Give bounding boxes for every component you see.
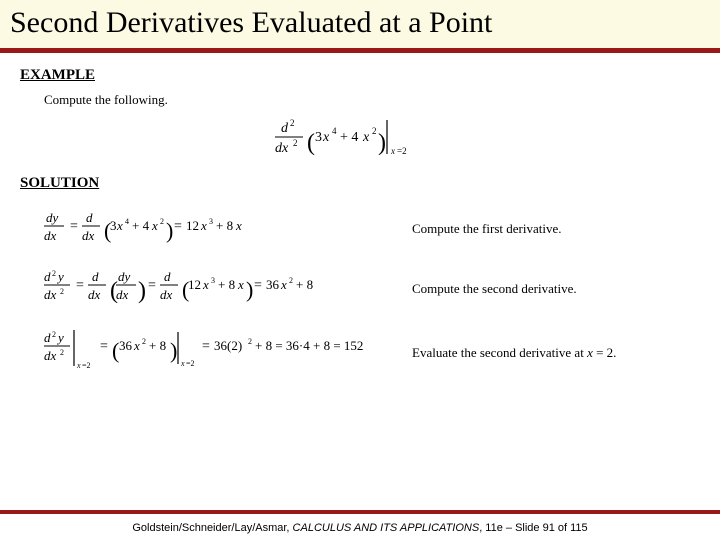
svg-text:36(2): 36(2) xyxy=(214,338,242,353)
svg-text:=2: =2 xyxy=(186,359,195,368)
page-title: Second Derivatives Evaluated at a Point xyxy=(10,6,710,40)
svg-text:2: 2 xyxy=(60,287,64,296)
svg-text:x: x xyxy=(151,218,158,233)
svg-text:=2: =2 xyxy=(82,361,91,370)
svg-text:2: 2 xyxy=(293,138,298,148)
svg-text:dx: dx xyxy=(44,228,57,243)
svg-text:=: = xyxy=(174,219,182,234)
svg-text:d: d xyxy=(44,330,51,345)
svg-text:dy: dy xyxy=(118,269,131,284)
problem-expression: d2 dx2 ( 3 x4 + 4 x2 ) x=2 xyxy=(20,114,700,165)
svg-text:12: 12 xyxy=(186,218,199,233)
footer-authors: Goldstein/Schneider/Lay/Asmar, xyxy=(132,522,292,534)
svg-text:y: y xyxy=(56,330,64,345)
step-3-math: d2y dx2 x=2 = ( 36x2 + 8 ) x=2 = 36(2)2 … xyxy=(44,326,404,379)
svg-text:=2: =2 xyxy=(397,146,407,156)
svg-text:): ) xyxy=(166,218,173,243)
svg-text:4: 4 xyxy=(125,217,129,226)
svg-text:=: = xyxy=(254,278,262,293)
svg-text:2: 2 xyxy=(248,337,252,346)
step-2-caption: Compute the second derivative. xyxy=(404,281,577,297)
solution-heading: SOLUTION xyxy=(20,175,700,192)
svg-text:x: x xyxy=(202,277,209,292)
svg-text:d: d xyxy=(164,269,171,284)
svg-text:3: 3 xyxy=(209,217,213,226)
svg-text:x: x xyxy=(180,359,185,368)
svg-text:dx: dx xyxy=(275,141,289,156)
svg-text:+ 8: + 8 xyxy=(296,277,313,292)
svg-text:): ) xyxy=(170,338,177,363)
content-area: EXAMPLE Compute the following. d2 dx2 ( … xyxy=(0,53,720,379)
footer-rule xyxy=(0,510,720,514)
svg-text:=: = xyxy=(76,278,84,293)
example-heading: EXAMPLE xyxy=(20,67,700,84)
svg-text:2: 2 xyxy=(142,337,146,346)
step-row-1: dy dx = d dx ( 3x4 + 4x2 ) = 12x3 + 8x C… xyxy=(44,206,700,251)
svg-text:d: d xyxy=(92,269,99,284)
step-row-2: d2y dx2 = d dx ( dy dx ) = d dx ( xyxy=(44,265,700,312)
svg-text:=: = xyxy=(100,339,108,354)
svg-text:=: = xyxy=(202,339,210,354)
step-1-math: dy dx = d dx ( 3x4 + 4x2 ) = 12x3 + 8x xyxy=(44,206,404,251)
svg-text:dx: dx xyxy=(88,287,101,302)
svg-text:x: x xyxy=(76,361,81,370)
svg-text:x: x xyxy=(235,218,242,233)
svg-text:x: x xyxy=(116,218,123,233)
footer-title: CALCULUS AND ITS APPLICATIONS xyxy=(293,522,480,534)
svg-text:+ 4: + 4 xyxy=(340,130,358,145)
footer-text: Goldstein/Schneider/Lay/Asmar, CALCULUS … xyxy=(0,522,720,534)
title-band: Second Derivatives Evaluated at a Point xyxy=(0,0,720,48)
svg-text:12: 12 xyxy=(188,277,201,292)
svg-text:=: = xyxy=(70,219,78,234)
svg-text:2: 2 xyxy=(52,269,56,278)
svg-text:+ 8: + 8 xyxy=(216,218,233,233)
svg-text:d: d xyxy=(281,121,289,136)
step-3-caption: Evaluate the second derivative at x = 2. xyxy=(404,345,616,361)
svg-text:): ) xyxy=(378,130,386,156)
svg-text:x: x xyxy=(280,277,287,292)
svg-text:x: x xyxy=(200,218,207,233)
step-1-caption: Compute the first derivative. xyxy=(404,221,561,237)
svg-text:+ 8 = 36·4 + 8 = 152: + 8 = 36·4 + 8 = 152 xyxy=(255,338,363,353)
svg-text:2: 2 xyxy=(290,118,295,128)
svg-text:36: 36 xyxy=(119,338,133,353)
svg-text:x: x xyxy=(133,338,140,353)
step-row-3: d2y dx2 x=2 = ( 36x2 + 8 ) x=2 = 36(2)2 … xyxy=(44,326,700,379)
footer-tail: , 11e – Slide 91 of 115 xyxy=(479,522,587,534)
step-3-cap-suf: = 2. xyxy=(593,345,617,360)
svg-text:dy: dy xyxy=(46,210,59,225)
svg-text:(: ( xyxy=(307,130,315,156)
svg-text:d: d xyxy=(44,269,51,284)
svg-text:dx: dx xyxy=(44,348,57,363)
example-text: Compute the following. xyxy=(44,92,700,108)
svg-text:2: 2 xyxy=(60,348,64,357)
svg-text:x: x xyxy=(322,130,330,145)
svg-text:+ 8: + 8 xyxy=(149,338,166,353)
svg-text:dx: dx xyxy=(160,287,173,302)
svg-text:+ 8: + 8 xyxy=(218,277,235,292)
svg-text:4: 4 xyxy=(332,126,337,136)
svg-text:3: 3 xyxy=(211,276,215,285)
step-2-math: d2y dx2 = d dx ( dy dx ) = d dx ( xyxy=(44,265,404,312)
svg-text:2: 2 xyxy=(52,330,56,339)
svg-text:x: x xyxy=(390,146,395,156)
svg-text:36: 36 xyxy=(266,277,280,292)
svg-text:y: y xyxy=(56,269,64,284)
svg-text:x: x xyxy=(237,277,244,292)
svg-text:x: x xyxy=(362,130,370,145)
svg-text:): ) xyxy=(246,277,253,302)
svg-text:2: 2 xyxy=(372,126,377,136)
svg-text:dx: dx xyxy=(82,228,95,243)
svg-text:3: 3 xyxy=(110,218,117,233)
svg-text:2: 2 xyxy=(160,217,164,226)
svg-text:3: 3 xyxy=(315,130,322,145)
svg-text:dx: dx xyxy=(116,287,129,302)
step-3-cap-pre: Evaluate the second derivative at xyxy=(412,345,587,360)
svg-text:=: = xyxy=(148,278,156,293)
svg-text:+ 4: + 4 xyxy=(132,218,150,233)
svg-text:d: d xyxy=(86,210,93,225)
svg-text:2: 2 xyxy=(289,276,293,285)
svg-text:): ) xyxy=(138,278,146,304)
svg-text:dx: dx xyxy=(44,287,57,302)
